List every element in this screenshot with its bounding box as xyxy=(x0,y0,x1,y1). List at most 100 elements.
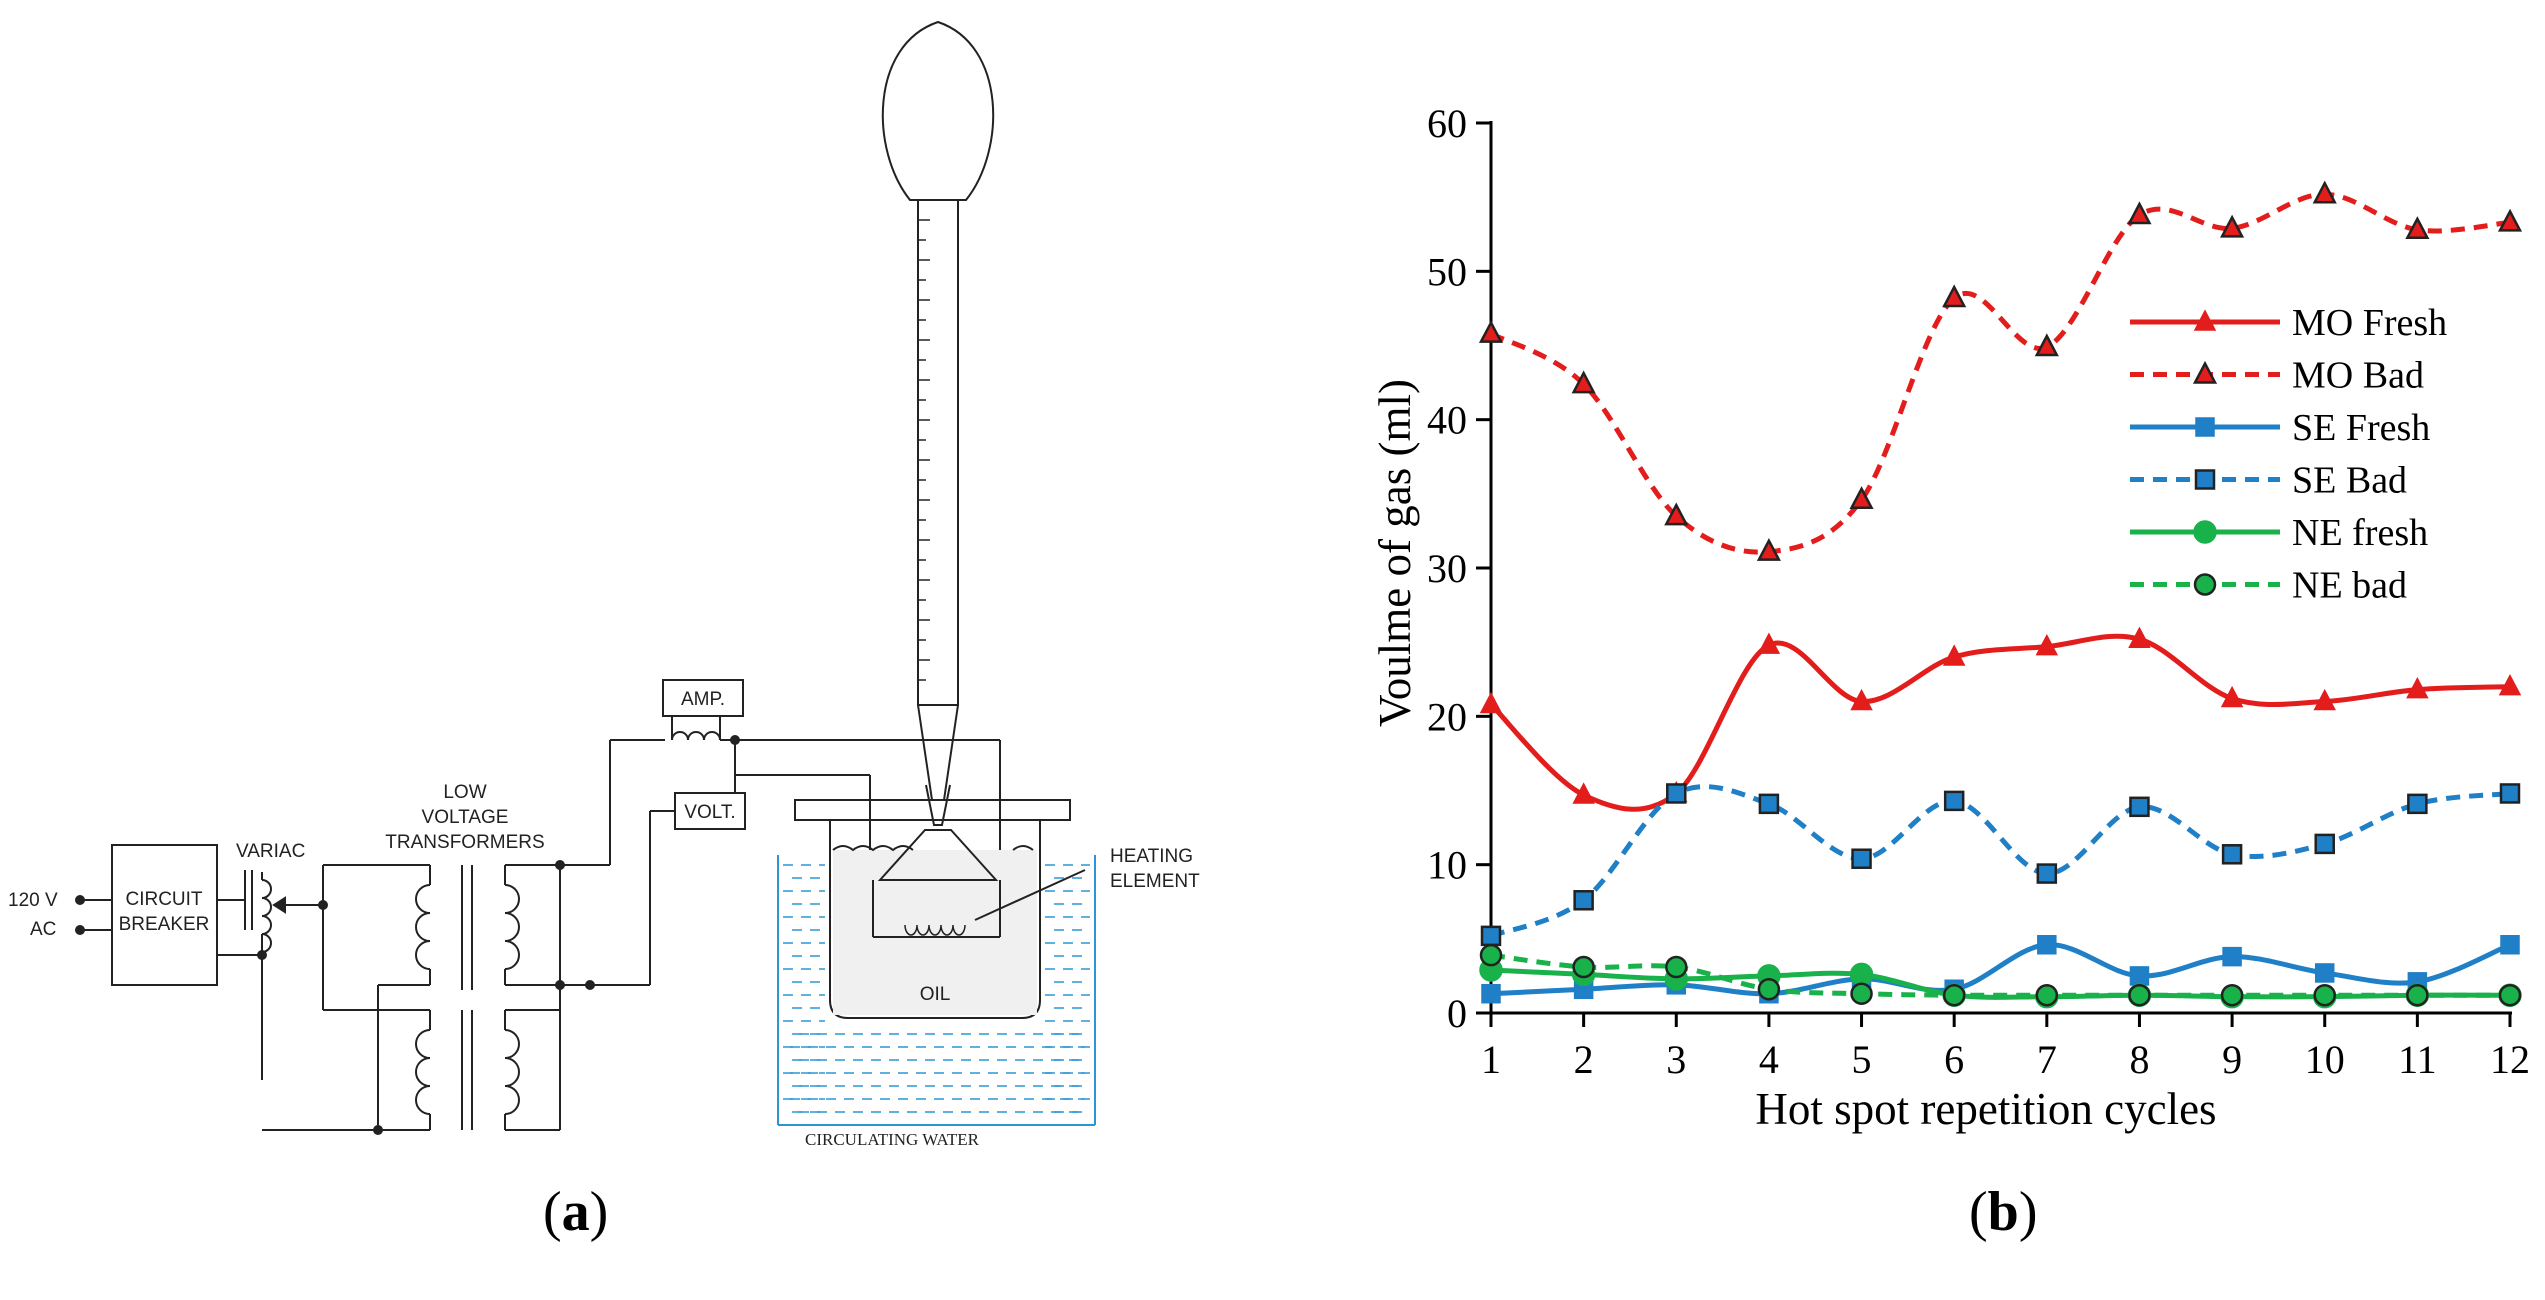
data-point-ne-bad xyxy=(1479,943,1503,967)
data-point-mo-bad xyxy=(1571,370,1596,394)
series-line-se-fresh xyxy=(1490,942,2511,997)
data-point-ne-bad xyxy=(2313,983,2336,1007)
y-tick-label: 60 xyxy=(1427,101,1467,146)
data-point-ne-bad xyxy=(2498,983,2522,1007)
oil-label: OIL xyxy=(920,984,951,1005)
circuit-breaker-label-1: CIRCUIT xyxy=(125,889,202,910)
water-bath: CIRCULATING WATER xyxy=(777,855,1096,1149)
water-label: CIRCULATING WATER xyxy=(805,1130,980,1149)
ac-supply: 120 V AC xyxy=(8,890,112,940)
data-point-se-bad xyxy=(1851,848,1872,869)
data-point-se-bad xyxy=(1758,793,1780,815)
oil-vessel: HEATING ELEMENT OIL xyxy=(794,799,1200,1019)
x-tick-label: 6 xyxy=(1944,1037,1964,1082)
y-tick-label: 10 xyxy=(1427,843,1467,888)
legend-label: NE fresh xyxy=(2292,512,2428,554)
legend-item-mo-fresh: MO Fresh xyxy=(2130,302,2447,344)
supply-type-label: AC xyxy=(30,919,56,940)
y-tick-label: 30 xyxy=(1427,546,1467,591)
data-point-mo-fresh xyxy=(1757,632,1781,654)
data-point-mo-fresh xyxy=(1572,782,1595,804)
data-point-ne-bad xyxy=(1665,955,1688,979)
data-point-se-fresh xyxy=(1481,983,1501,1004)
heating-label-1: HEATING xyxy=(1110,846,1193,867)
data-point-mo-bad xyxy=(2220,214,2245,238)
data-point-mo-bad xyxy=(1849,486,1874,510)
data-point-mo-fresh xyxy=(1479,691,1503,714)
series-mo-fresh xyxy=(1479,626,2522,812)
data-point-se-fresh xyxy=(2129,966,2150,986)
data-point-se-fresh xyxy=(2222,946,2242,967)
y-tick-label: 50 xyxy=(1427,249,1467,294)
legend-marker xyxy=(2195,417,2215,437)
meters: AMP. VOLT. xyxy=(560,679,1001,986)
data-point-ne-bad xyxy=(1572,955,1595,979)
data-point-se-fresh xyxy=(2500,935,2520,955)
chart-series xyxy=(1478,180,2523,1009)
data-point-mo-bad xyxy=(1756,537,1781,561)
low-voltage-transformers: LOW VOLTAGE TRANSFORMERS xyxy=(262,782,595,1135)
legend-item-ne-fresh: NE fresh xyxy=(2130,512,2428,554)
data-point-ne-bad xyxy=(1850,982,1873,1005)
data-point-se-fresh xyxy=(2314,963,2335,983)
transformers-label-1: LOW xyxy=(443,782,486,803)
data-point-mo-bad xyxy=(1664,502,1689,526)
panel-b-label: (b) xyxy=(1969,1181,2038,1243)
data-point-mo-fresh xyxy=(2128,626,2151,648)
legend-marker xyxy=(2193,520,2217,544)
legend-marker xyxy=(2193,573,2217,596)
data-point-mo-fresh xyxy=(2498,674,2522,696)
series-se-fresh xyxy=(1481,935,2520,1004)
x-axis-label: Hot spot repetition cycles xyxy=(1755,1084,2216,1134)
x-tick-label: 2 xyxy=(1574,1037,1594,1082)
supply-voltage-label: 120 V xyxy=(8,890,58,911)
data-point-ne-bad xyxy=(1942,983,1966,1007)
data-point-se-bad xyxy=(2129,796,2150,818)
data-point-ne-bad xyxy=(2406,983,2429,1007)
x-tick-label: 1 xyxy=(1481,1037,1501,1082)
voltmeter-label: VOLT. xyxy=(684,802,735,823)
ammeter-label: AMP. xyxy=(681,689,725,710)
legend-marker xyxy=(2193,309,2217,331)
data-point-se-bad xyxy=(2221,844,2243,865)
data-point-mo-bad xyxy=(1478,319,1504,343)
legend-label: MO Bad xyxy=(2292,355,2424,397)
transformers-label-3: TRANSFORMERS xyxy=(385,832,544,853)
legend-item-se-fresh: SE Fresh xyxy=(2130,407,2430,449)
data-point-ne-fresh xyxy=(1849,962,1874,987)
data-point-mo-bad xyxy=(2497,208,2523,232)
x-tick-label: 12 xyxy=(2490,1037,2530,1082)
transformers-label-2: VOLTAGE xyxy=(422,807,509,828)
circuit-breaker-label-2: BREAKER xyxy=(119,914,210,935)
legend-label: NE bad xyxy=(2292,565,2407,607)
data-point-mo-fresh xyxy=(2220,685,2244,708)
x-tick-label: 8 xyxy=(2129,1037,2149,1082)
x-tick-label: 9 xyxy=(2222,1037,2242,1082)
y-tick-label: 0 xyxy=(1447,991,1467,1036)
data-point-se-bad xyxy=(1573,890,1594,911)
data-point-se-bad xyxy=(2314,833,2335,855)
data-point-mo-bad xyxy=(1942,284,1967,308)
data-point-mo-bad xyxy=(2034,333,2059,357)
y-axis-label: Voulme of gas (ml) xyxy=(1370,379,1420,727)
chart-legend: MO Fresh MO Bad SE Fresh SE Bad NE fresh NE b… xyxy=(2130,302,2447,607)
data-point-se-bad xyxy=(1943,790,1965,812)
series-line-mo-fresh xyxy=(1489,633,2511,812)
data-point-mo-fresh xyxy=(2406,677,2429,699)
y-tick-label: 40 xyxy=(1427,398,1467,443)
data-point-se-bad xyxy=(2036,863,2058,884)
data-point-mo-bad xyxy=(2312,180,2337,204)
variac-label: VARIAC xyxy=(236,841,305,862)
series-mo-bad xyxy=(1478,180,2523,561)
data-point-mo-fresh xyxy=(2313,688,2336,711)
data-point-mo-bad xyxy=(2405,216,2430,240)
series-line-ne-bad xyxy=(1490,952,2510,998)
oil-fill xyxy=(833,850,1037,1015)
data-point-ne-bad xyxy=(2035,983,2059,1007)
circuit-breaker: CIRCUIT BREAKER xyxy=(111,844,267,986)
legend-label: SE Bad xyxy=(2292,460,2407,502)
gas-burette xyxy=(881,20,995,826)
